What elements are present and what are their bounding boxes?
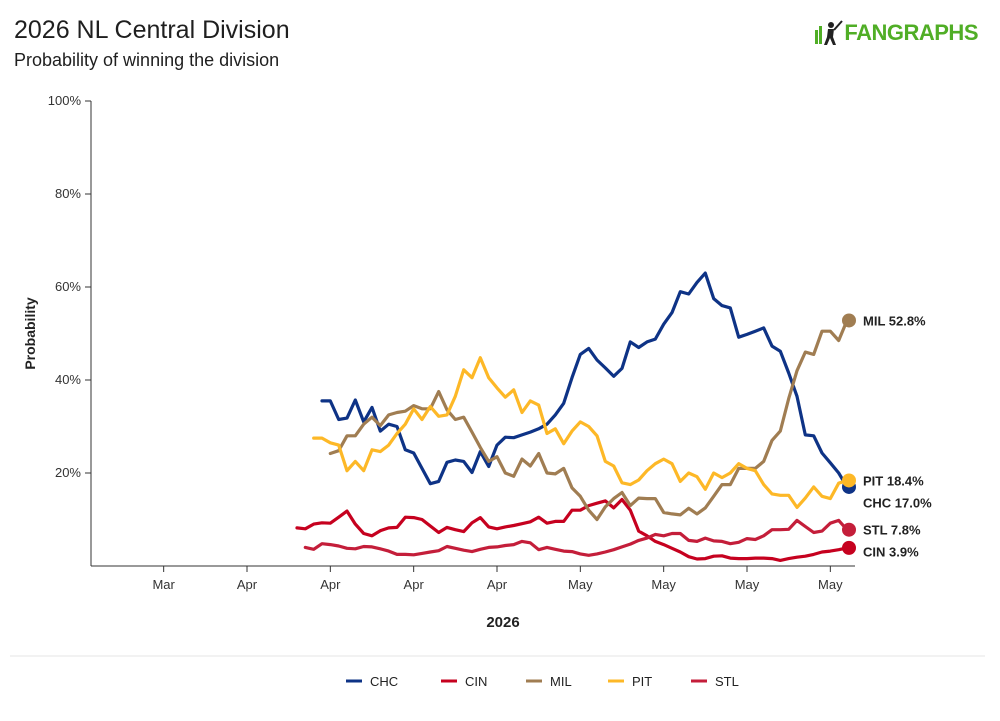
x-tick-label: May <box>735 577 760 592</box>
end-label-stl: STL 7.8% <box>863 523 921 538</box>
x-axis-title: 2026 <box>486 614 519 631</box>
legend-label-chc: CHC <box>370 674 398 689</box>
fangraphs-logo[interactable]: FANGRAPHS <box>814 18 978 48</box>
x-tick-label: May <box>568 577 593 592</box>
y-axis-title: Probability <box>22 297 38 370</box>
legend-label-pit: PIT <box>632 674 652 689</box>
y-tick-label: 100% <box>48 93 82 108</box>
x-tick-label: Apr <box>320 577 341 592</box>
x-tick-label: May <box>651 577 676 592</box>
series-line-mil <box>328 318 849 522</box>
series-line-cin <box>295 497 849 563</box>
chart-title: 2026 NL Central Division <box>14 16 290 44</box>
end-label-cin: CIN 3.9% <box>863 545 919 560</box>
y-tick-label: 60% <box>55 279 81 294</box>
batter-logo-icon <box>815 20 844 45</box>
y-tick-label: 40% <box>55 372 81 387</box>
x-tick-label: Apr <box>487 577 508 592</box>
legend-label-mil: MIL <box>550 674 572 689</box>
y-tick-label: 80% <box>55 186 81 201</box>
legend-label-cin: CIN <box>465 674 487 689</box>
chart-subtitle: Probability of winning the division <box>14 50 280 70</box>
end-label-mil: MIL 52.8% <box>863 313 926 328</box>
logo-wordmark: FANGRAPHS <box>844 20 978 45</box>
x-tick-label: Apr <box>404 577 425 592</box>
end-marker-mil <box>842 313 856 328</box>
series-line-pit <box>312 356 849 509</box>
x-tick-label: Apr <box>237 577 258 592</box>
series-line-chc <box>320 271 849 489</box>
end-marker-stl <box>842 522 856 537</box>
series-line-stl <box>303 518 849 557</box>
end-marker-pit <box>842 473 856 488</box>
x-tick-label: May <box>818 577 843 592</box>
end-label-chc: CHC 17.0% <box>863 495 932 510</box>
end-marker-cin <box>842 540 856 555</box>
end-label-pit: PIT 18.4% <box>863 473 924 488</box>
x-tick-label: Mar <box>152 577 175 592</box>
legend-label-stl: STL <box>715 674 739 689</box>
y-tick-label: 20% <box>55 465 81 480</box>
